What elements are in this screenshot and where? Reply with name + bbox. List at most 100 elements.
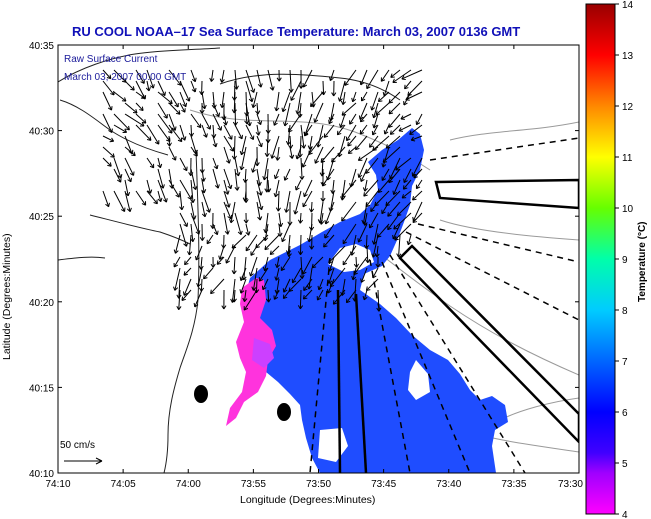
colorbar-label: Temperature (°C) <box>637 222 648 303</box>
current-vector-head <box>286 252 290 257</box>
current-vector-head <box>325 221 330 225</box>
current-vector <box>382 146 390 168</box>
current-vector <box>178 278 181 299</box>
current-vector-head <box>364 222 368 226</box>
current-vector <box>263 157 269 181</box>
current-vector <box>179 223 188 247</box>
current-vector-head <box>307 145 311 150</box>
current-vector-head <box>196 282 199 287</box>
current-vector <box>350 168 357 188</box>
current-vector-head <box>124 97 127 102</box>
current-vector-head <box>210 263 214 268</box>
current-vector-head <box>308 152 313 155</box>
current-vector-head <box>289 155 293 159</box>
colorbar-tick-label: 14 <box>622 0 634 11</box>
current-vector-head <box>131 154 136 157</box>
current-vector <box>168 91 179 108</box>
current-vector-head <box>341 292 346 296</box>
current-vector <box>146 157 155 169</box>
current-vector <box>324 223 335 239</box>
current-vector-head <box>188 251 193 256</box>
current-vector-head <box>132 112 138 114</box>
y-tick-label: 40:30 <box>29 127 54 138</box>
current-vector-head <box>128 125 130 130</box>
current-vector-head <box>179 206 183 211</box>
current-vector-head <box>301 144 305 149</box>
current-vector-head <box>183 243 187 247</box>
current-vector-head <box>243 219 247 224</box>
current-vector <box>366 278 379 291</box>
current-vector-head <box>212 263 216 268</box>
current-vector <box>274 179 280 197</box>
current-vector-head <box>284 122 289 127</box>
current-vector-head <box>277 156 281 161</box>
current-vector-head <box>245 199 249 203</box>
current-vector <box>359 102 368 120</box>
current-vector-head <box>173 264 179 268</box>
current-vector-head <box>200 178 205 182</box>
current-vector-head <box>372 113 375 118</box>
current-vector <box>240 146 247 170</box>
current-vector-head <box>140 81 145 84</box>
current-vector-head <box>190 199 194 204</box>
current-vector-head <box>351 275 354 281</box>
current-vector-head <box>310 208 315 213</box>
current-vector-head <box>284 177 289 181</box>
current-vector <box>302 146 313 168</box>
current-vector-head <box>301 175 305 180</box>
current-vector <box>113 157 122 179</box>
current-vector-head <box>168 131 173 134</box>
current-vector-head <box>178 110 181 115</box>
current-vector-head <box>366 86 371 90</box>
current-vector-head <box>317 219 321 224</box>
current-vector-head <box>311 226 315 231</box>
current-vector <box>294 190 302 215</box>
y-axis-label: Latitude (Degrees:Minutes) <box>1 233 13 360</box>
current-vector <box>299 289 302 309</box>
current-vector-head <box>264 188 268 193</box>
current-vector <box>393 179 401 195</box>
current-vector-head <box>176 305 180 310</box>
current-vector-head <box>301 274 305 279</box>
current-vector <box>398 124 412 132</box>
current-vector-head <box>358 239 363 243</box>
current-vector <box>369 212 379 229</box>
current-vector-head <box>278 77 282 82</box>
current-vector-head <box>218 255 221 260</box>
current-vector <box>179 80 190 102</box>
current-vector-head <box>372 132 377 136</box>
current-vector <box>102 135 114 142</box>
current-vector-head <box>282 108 287 113</box>
current-vector <box>266 168 269 193</box>
current-vector <box>256 135 263 148</box>
current-vector-head <box>200 265 204 270</box>
current-vector <box>302 69 313 88</box>
current-vector-head <box>395 166 398 171</box>
current-vector-head <box>298 251 301 256</box>
current-vector <box>416 113 423 125</box>
current-vector-head <box>257 84 262 88</box>
current-vector <box>255 234 269 249</box>
colorbar-gradient <box>585 3 616 515</box>
current-vector-head <box>169 142 172 147</box>
current-vector-head <box>320 221 325 225</box>
current-vector-head <box>185 102 188 107</box>
current-vector <box>366 245 369 263</box>
current-vector <box>200 256 203 270</box>
current-vector-head <box>303 84 308 88</box>
current-vector <box>353 256 368 276</box>
current-vector-head <box>256 289 260 294</box>
current-vector-head <box>329 268 333 272</box>
current-vector <box>387 201 401 217</box>
current-vector-head <box>384 131 389 135</box>
current-vector <box>201 91 206 109</box>
current-vector-head <box>149 165 154 169</box>
current-vector <box>252 157 258 173</box>
current-vector <box>168 113 176 131</box>
current-vector-head <box>248 98 253 103</box>
dashed-line <box>429 137 579 161</box>
current-vector-head <box>290 88 294 93</box>
current-vector <box>377 179 390 193</box>
current-vector-head <box>308 285 312 290</box>
current-vector <box>387 212 401 230</box>
